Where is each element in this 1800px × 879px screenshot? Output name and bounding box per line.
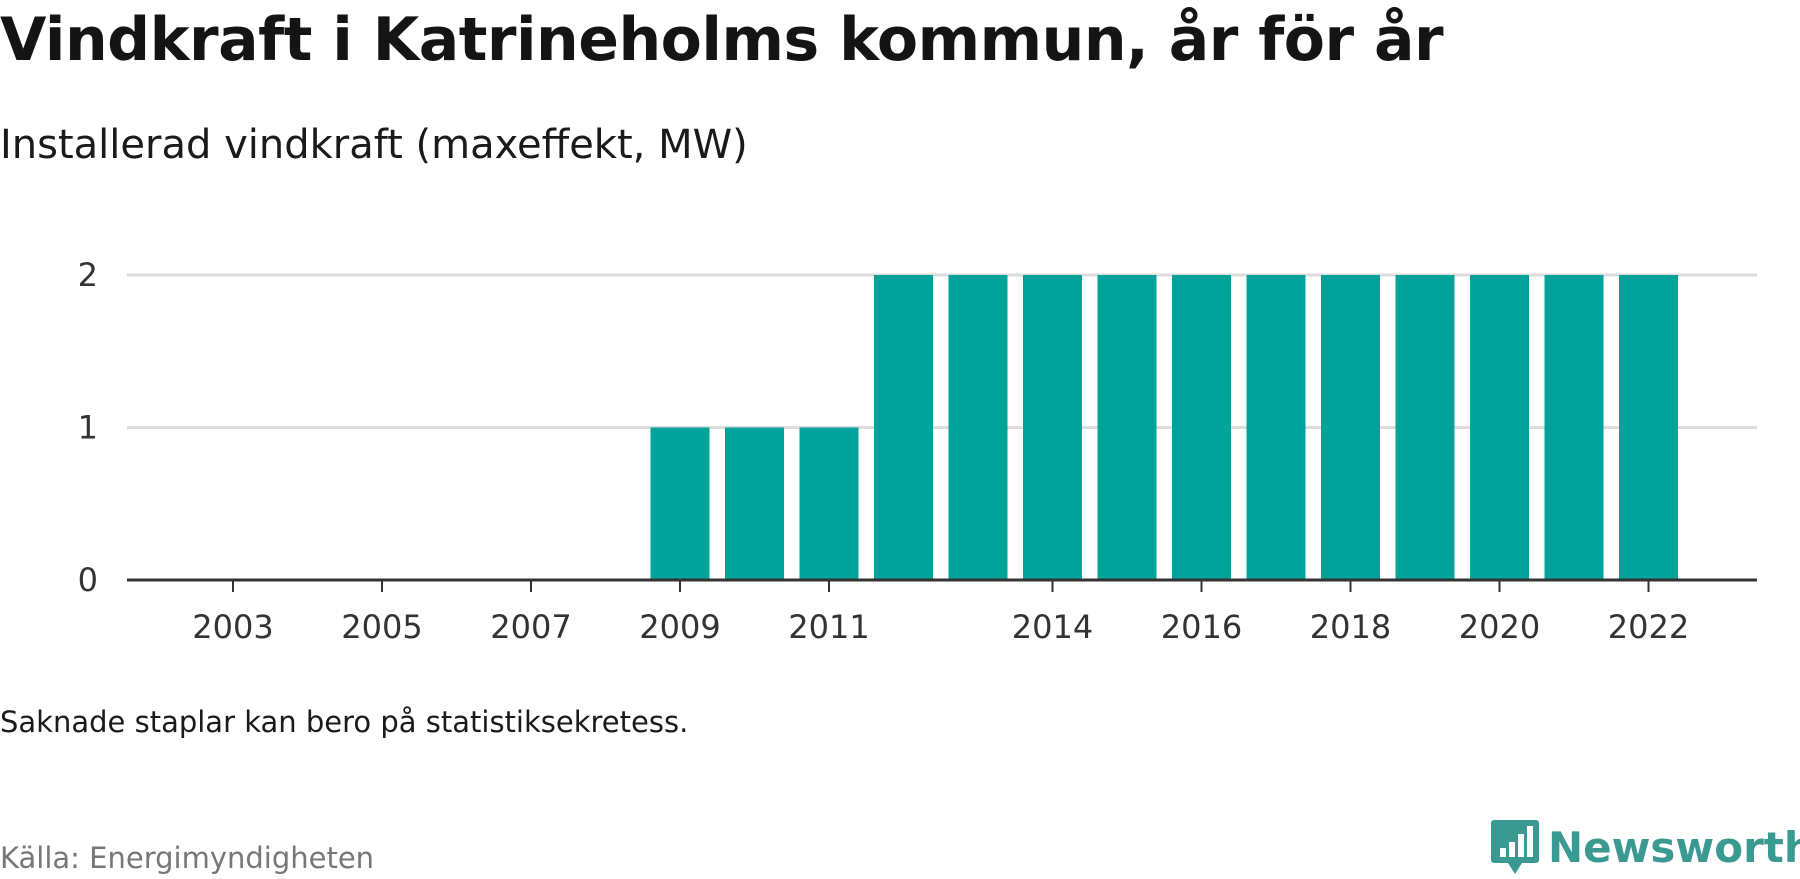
x-tick-labels: 2003 2005 2007 2009 2011 2014 2016 2018 2020 2022 <box>192 608 1689 646</box>
axes <box>127 578 1757 592</box>
x-tick-label: 2011 <box>788 608 869 646</box>
chart-subtitle: Installerad vindkraft (maxeffekt, MW) <box>0 122 748 168</box>
bar-2013 <box>948 275 1008 580</box>
x-tick-label: 2018 <box>1310 608 1391 646</box>
x-tick-label: 2007 <box>490 608 571 646</box>
chart-note: Saknade staplar kan bero på statistiksek… <box>0 705 689 739</box>
x-tick-label: 2009 <box>639 608 720 646</box>
brand-name: Newsworthy <box>1548 823 1800 872</box>
bar-2011 <box>799 427 859 580</box>
bar-2016 <box>1172 275 1231 580</box>
x-tick-label: 2020 <box>1459 608 1540 646</box>
x-tick-label: 2022 <box>1608 608 1689 646</box>
x-tick-label: 2005 <box>341 608 422 646</box>
bar-2014 <box>1023 275 1082 580</box>
bar-2018 <box>1321 275 1380 580</box>
x-tick-label: 2016 <box>1161 608 1242 646</box>
bar-2022 <box>1619 275 1678 580</box>
bar-chart: 0 1 2 2003 2005 2007 2009 2011 2014 2016 2018 2020… <box>78 256 1757 646</box>
y-tick-label: 1 <box>78 409 98 447</box>
bar-2020 <box>1470 275 1529 580</box>
bar-2019 <box>1395 275 1455 580</box>
bar-2021 <box>1544 275 1604 580</box>
bar-2012 <box>874 275 933 580</box>
bar-2015 <box>1097 275 1157 580</box>
newsworthy-logo-icon <box>1491 820 1539 874</box>
y-tick-label: 2 <box>78 256 98 294</box>
chart-title: Vindkraft i Katrineholms kommun, år för … <box>0 5 1444 75</box>
bars <box>650 275 1678 580</box>
bar-2017 <box>1246 275 1306 580</box>
y-tick-label: 0 <box>78 561 98 599</box>
bar-2010 <box>725 427 784 580</box>
brand-logo: Newsworthy <box>1490 818 1800 878</box>
bar-2009 <box>650 427 710 580</box>
source-credit: Källa: Energimyndigheten <box>0 841 375 875</box>
x-tick-label: 2014 <box>1012 608 1093 646</box>
y-tick-labels: 0 1 2 <box>78 256 98 599</box>
x-tick-label: 2003 <box>192 608 273 646</box>
